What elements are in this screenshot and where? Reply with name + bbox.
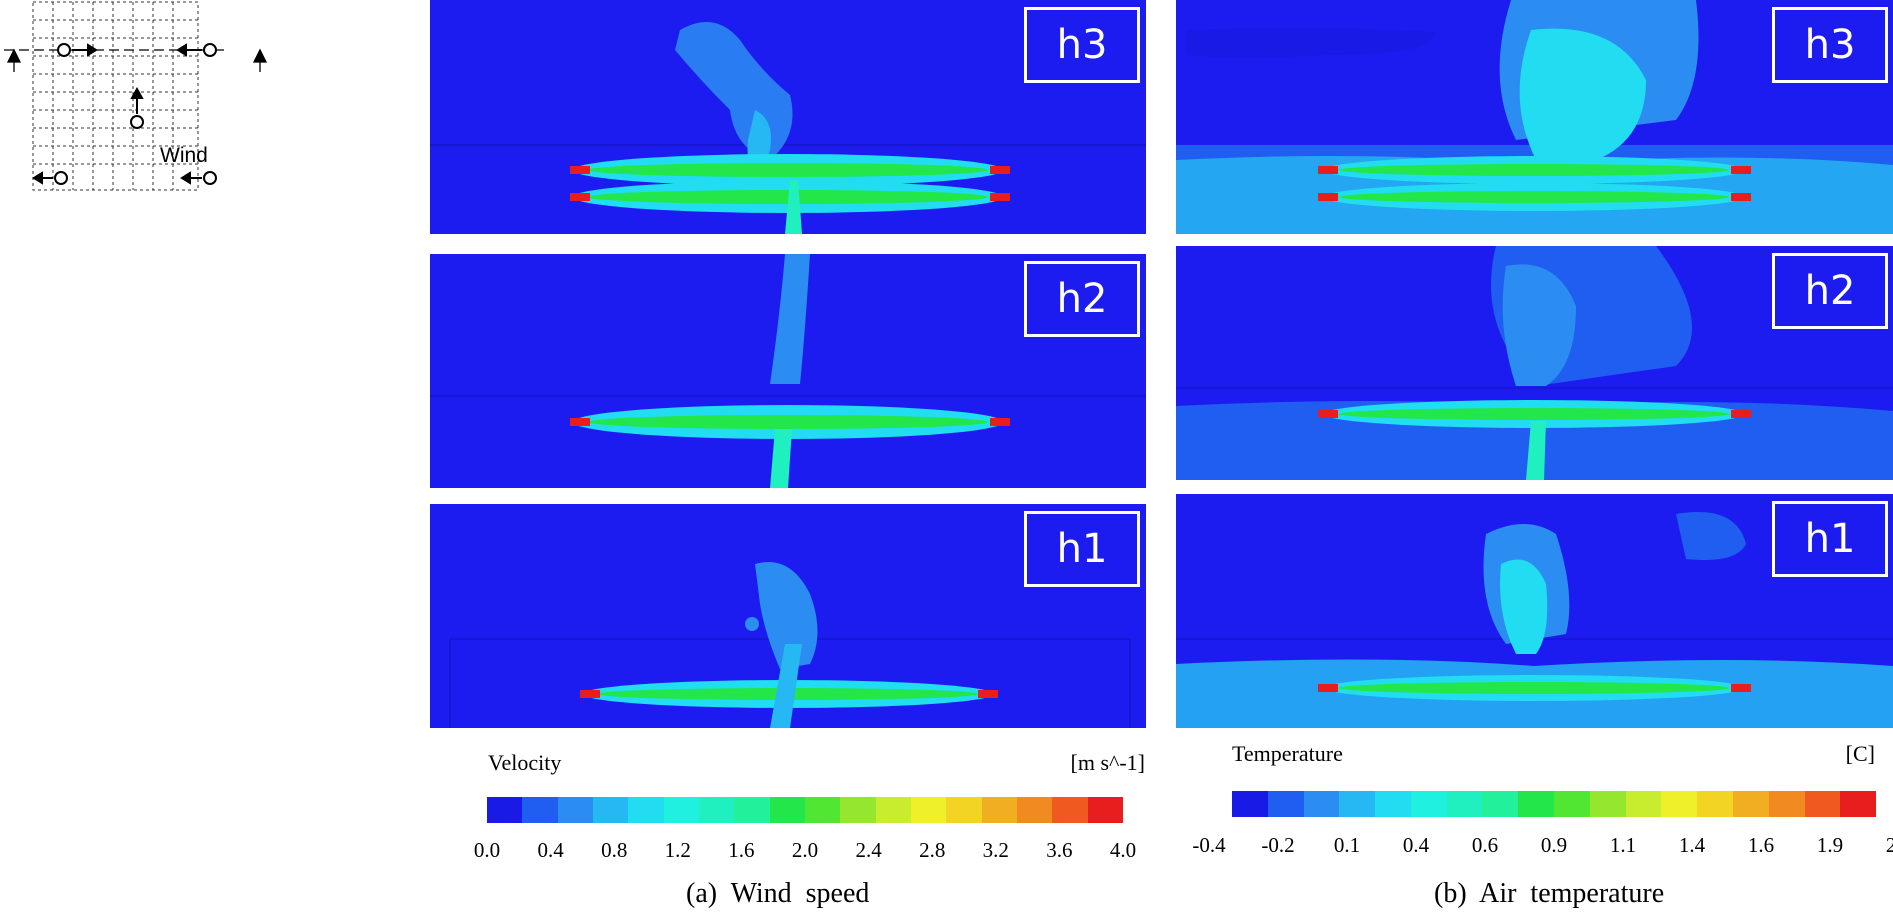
- velocity-swatch: [981, 797, 1017, 823]
- velocity-swatch: [1087, 797, 1123, 823]
- temperature-swatch: [1554, 791, 1590, 817]
- wind-speed-field-h1: [449, 562, 1131, 728]
- temperature-legend-unit: [C]: [1845, 741, 1875, 766]
- temperature-swatch: [1589, 791, 1626, 817]
- velocity-swatch: [910, 797, 947, 823]
- height-label-h2: h2: [1772, 253, 1888, 329]
- fan-icon: [54, 43, 217, 185]
- velocity-swatch: [522, 797, 558, 823]
- velocity-swatch: [875, 797, 911, 823]
- velocity-swatch: [1052, 797, 1088, 823]
- velocity-swatch: [557, 797, 593, 823]
- height-label-h3: h3: [1772, 7, 1888, 83]
- wind-speed-panel-h3: h3: [430, 0, 1146, 234]
- arrow-icon: [32, 43, 202, 185]
- wind-speed-panel-h2: h2: [430, 254, 1146, 488]
- temperature-swatch: [1697, 791, 1733, 817]
- temperature-swatch: [1446, 791, 1483, 817]
- temperature-tick-label: 1.4: [1678, 833, 1706, 857]
- temperature-swatch: [1267, 791, 1304, 817]
- temperature-tick-label: 0.9: [1540, 833, 1568, 857]
- temperature-swatch: [1804, 791, 1841, 817]
- temperature-swatch: [1768, 791, 1805, 817]
- velocity-tick-label: 0.4: [537, 838, 564, 862]
- wind-speed-panel-h1: h1: [430, 504, 1146, 728]
- velocity-legend-title: Velocity: [488, 750, 562, 775]
- velocity-swatch: [804, 797, 841, 823]
- velocity-tick-label: 4.0: [1109, 838, 1137, 862]
- caption-air-temperature: (b) Air temperature: [1434, 878, 1665, 909]
- temperature-tick-label: 2.1: [1885, 833, 1893, 857]
- temperature-swatch: [1410, 791, 1447, 817]
- temperature-color-scale: [1232, 791, 1877, 817]
- temperature-swatch: [1661, 791, 1698, 817]
- velocity-tick-label: 1.6: [728, 838, 755, 862]
- wind-label: Wind: [160, 144, 208, 167]
- wind-speed-field-h3: [430, 22, 1146, 234]
- air-temperature-field-h2: [1176, 246, 1893, 480]
- velocity-swatch: [1016, 797, 1053, 823]
- temperature-swatch: [1732, 791, 1769, 817]
- height-label-h2: h2: [1024, 261, 1140, 337]
- temperature-tick-label: 0.6: [1471, 833, 1499, 857]
- fan-layout-schematic: Wind: [4, 1, 268, 191]
- grid-icon: [32, 1, 199, 191]
- temperature-swatch: [1375, 791, 1411, 817]
- height-label-h1: h1: [1772, 501, 1888, 577]
- velocity-color-scale: [487, 797, 1123, 823]
- temperature-tick-label: 1.9: [1816, 833, 1844, 857]
- temperature-tick-label: 0.4: [1402, 833, 1430, 857]
- wind-speed-field-h2: [430, 254, 1146, 488]
- velocity-tick-labels: 0.0 0.4 0.8 1.2 1.6 2.0 2.4 2.8 3.2 3.6 4.0: [474, 838, 1136, 868]
- air-temperature-panel-h2: h2: [1176, 246, 1893, 480]
- velocity-tick-label: 1.2: [664, 838, 691, 862]
- velocity-swatch: [628, 797, 664, 823]
- height-label-h3: h3: [1024, 7, 1140, 83]
- temperature-swatch: [1518, 791, 1555, 817]
- velocity-swatch: [592, 797, 629, 823]
- temperature-swatch: [1625, 791, 1662, 817]
- velocity-swatch: [698, 797, 735, 823]
- velocity-tick-label: 0.8: [601, 838, 628, 862]
- temperature-tick-labels: -0.4 -0.2 0.1 0.4 0.6 0.9 1.1 1.4 1.6 1.9 2.1: [1192, 833, 1893, 863]
- caption-wind-speed: (a) Wind speed: [686, 878, 870, 909]
- velocity-tick-label: 2.0: [791, 838, 819, 862]
- temperature-swatch: [1482, 791, 1519, 817]
- velocity-swatch: [487, 797, 523, 823]
- temperature-swatch: [1339, 791, 1376, 817]
- air-temperature-field-h1: [1176, 512, 1893, 728]
- air-temperature-panel-h1: h1: [1176, 494, 1893, 728]
- air-temperature-panel-h3: h3: [1176, 0, 1893, 234]
- temperature-tick-label: -0.4: [1192, 833, 1226, 857]
- section-line-icon: [4, 48, 268, 72]
- air-temperature-field-h3: [1176, 0, 1893, 234]
- velocity-legend-unit: [m s^-1]: [1070, 750, 1145, 775]
- height-label-h1: h1: [1024, 511, 1140, 587]
- temperature-tick-label: -0.2: [1261, 833, 1295, 857]
- velocity-tick-label: 3.2: [982, 838, 1009, 862]
- temperature-swatch: [1232, 791, 1268, 817]
- velocity-swatch: [769, 797, 805, 823]
- velocity-swatch: [734, 797, 770, 823]
- temperature-tick-label: 1.6: [1747, 833, 1775, 857]
- velocity-tick-label: 3.6: [1046, 838, 1073, 862]
- velocity-swatch: [946, 797, 982, 823]
- velocity-tick-label: 0.0: [473, 838, 501, 862]
- temperature-swatch: [1840, 791, 1877, 817]
- velocity-tick-label: 2.8: [919, 838, 946, 862]
- velocity-swatch: [663, 797, 699, 823]
- velocity-tick-label: 2.4: [855, 838, 882, 862]
- temperature-tick-label: 0.1: [1333, 833, 1361, 857]
- velocity-swatch: [840, 797, 876, 823]
- temperature-swatch: [1303, 791, 1340, 817]
- temperature-tick-label: 1.1: [1609, 833, 1637, 857]
- temperature-legend-title: Temperature: [1232, 741, 1343, 766]
